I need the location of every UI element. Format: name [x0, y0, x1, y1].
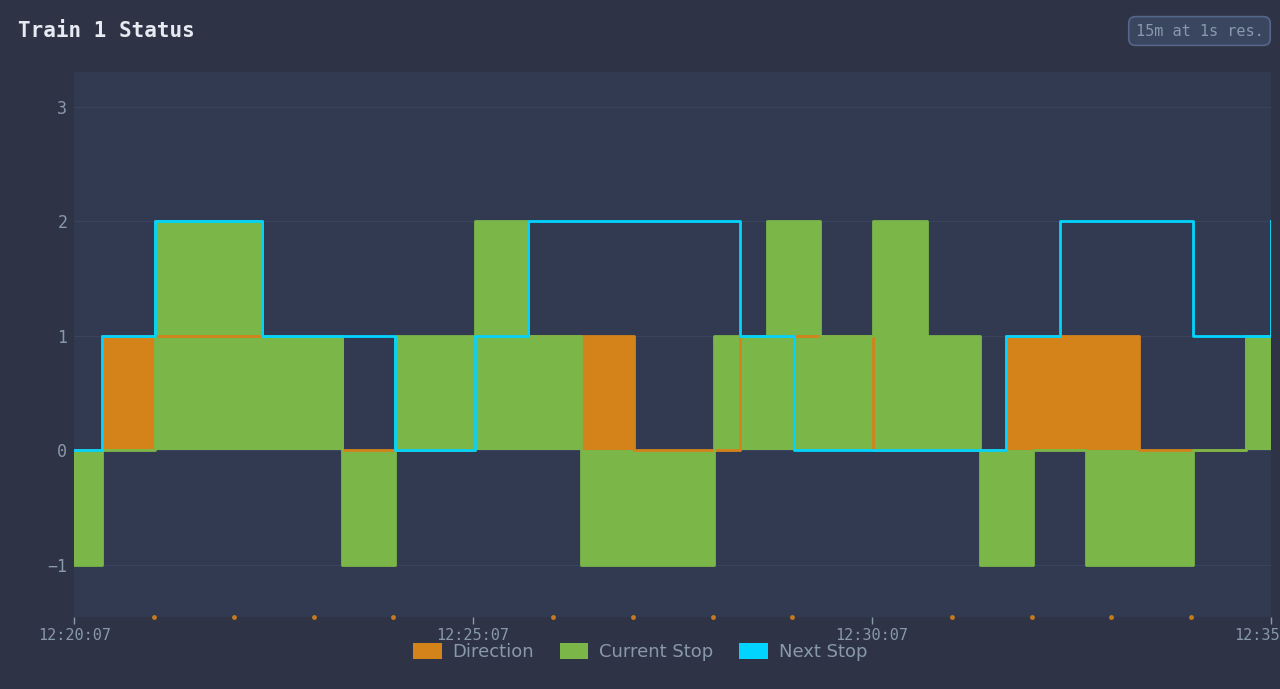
Text: Train 1 Status: Train 1 Status [18, 21, 195, 41]
Text: 15m at 1s res.: 15m at 1s res. [1135, 23, 1263, 39]
Legend: Direction, Current Stop, Next Stop: Direction, Current Stop, Next Stop [413, 643, 867, 661]
